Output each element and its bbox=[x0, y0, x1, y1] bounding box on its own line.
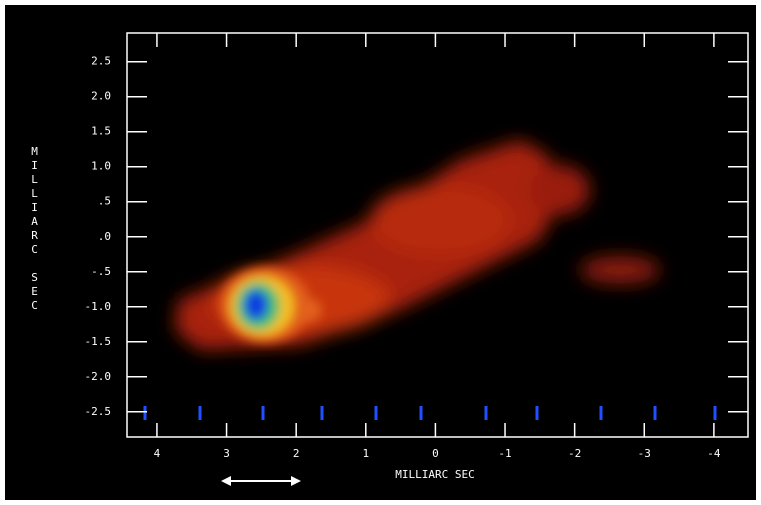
emission bbox=[175, 140, 660, 350]
y-tick-label: 1.0 bbox=[91, 160, 111, 173]
x-tick-label: -2 bbox=[568, 447, 581, 460]
x-tick-label: 2 bbox=[293, 447, 300, 460]
x-axis-label: MILLIARC SEC bbox=[395, 468, 474, 481]
component-markers bbox=[143, 406, 717, 420]
x-tick-label: 4 bbox=[154, 447, 161, 460]
y-tick-label: 1.5 bbox=[91, 125, 111, 138]
y-tick-label: .0 bbox=[98, 230, 111, 243]
x-tick-label: -1 bbox=[498, 447, 511, 460]
x-tick-label: 0 bbox=[432, 447, 439, 460]
y-tick-label: -2.0 bbox=[85, 370, 112, 383]
y-tick-label: 2.0 bbox=[91, 90, 111, 103]
y-tick-label: -1.0 bbox=[85, 300, 112, 313]
x-tick-label: -3 bbox=[638, 447, 651, 460]
y-tick-label: -.5 bbox=[91, 265, 111, 278]
x-tick-label: 3 bbox=[223, 447, 230, 460]
plot-frame bbox=[126, 32, 749, 438]
y-tick-label: .5 bbox=[98, 195, 111, 208]
x-tick-label: -4 bbox=[707, 447, 721, 460]
y-tick-label: -1.5 bbox=[85, 335, 112, 348]
y-tick-label: 2.5 bbox=[91, 55, 111, 68]
y-tick-label: -2.5 bbox=[85, 405, 112, 418]
scale-arrow bbox=[221, 476, 301, 486]
y-axis-label: MILLIARC SEC bbox=[28, 145, 41, 313]
x-tick-label: 1 bbox=[362, 447, 369, 460]
